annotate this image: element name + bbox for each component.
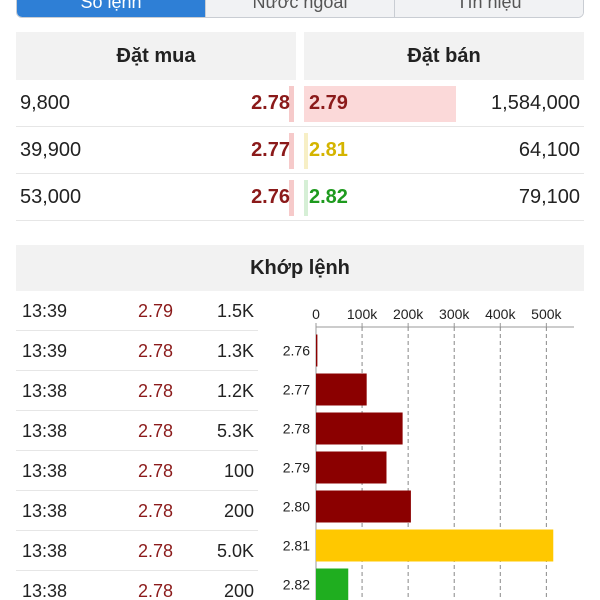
trade-row: 13:39 2.78 1.3K [16,331,258,371]
order-book-row: 9,800 2.78 2.79 1,584,000 [16,80,584,127]
volume-bar [316,451,387,484]
ask-price: 2.81 [309,139,348,161]
trade-row: 13:38 2.78 5.0K [16,531,258,571]
trade-row: 13:39 2.79 1.5K [16,291,258,331]
trade-price: 2.78 [138,421,174,441]
bid-volume: 53,000 [20,186,82,208]
y-tick-label: 2.77 [283,382,310,398]
trade-row: 13:38 2.78 200 [16,491,258,531]
trade-time: 13:39 [22,341,68,361]
y-tick-label: 2.78 [283,421,310,437]
trade-row: 13:38 2.78 1.2K [16,371,258,411]
ask-price: 2.82 [309,186,348,208]
x-tick-label: 500k [531,306,562,322]
trade-volume: 200 [223,581,254,600]
volume-by-price-chart: 0 100k 200k 300k 400k 500k 2.76 2.77 2.78 2.79 2.8… [283,306,574,600]
trade-volume: 1.3K [216,341,254,361]
tab-order-book[interactable]: Sổ lệnh [17,0,206,17]
trade-time: 13:38 [22,461,68,481]
x-tick-label: 200k [393,306,424,322]
order-book-row: 53,000 2.76 2.82 79,100 [16,174,584,221]
x-tick-label: 0 [312,306,320,322]
bid-price: 2.76 [251,186,290,208]
trade-price: 2.78 [138,341,174,361]
bid-price: 2.77 [251,139,290,161]
trade-time: 13:38 [22,501,68,521]
trade-price: 2.78 [138,501,174,521]
y-tick-label: 2.76 [283,343,310,359]
bid-volume-bar [289,133,294,169]
trade-row: 13:38 2.78 5.3K [16,411,258,451]
bid-volume-bar [289,86,294,122]
ask-volume: 64,100 [518,139,580,161]
bid-volume-bar [289,180,294,216]
y-tick-label: 2.82 [283,577,310,593]
trade-time: 13:38 [22,421,68,441]
x-tick-label: 300k [439,306,470,322]
y-tick-label: 2.80 [283,499,310,515]
tab-signals[interactable]: Tín hiệu [395,0,583,17]
y-tick-label: 2.81 [283,538,310,554]
trade-time: 13:38 [22,381,68,401]
ask-volume: 79,100 [518,186,580,208]
matched-orders: Khớp lệnh 13:39 2.79 1.5K 13:39 2.78 1.3… [16,245,584,600]
volume-bar [316,529,554,562]
trade-row: 13:38 2.78 100 [16,451,258,491]
trade-volume: 5.3K [216,421,254,441]
tab-foreign[interactable]: Nước ngoài [206,0,395,17]
ask-volume-bar [304,180,308,216]
ask-volume-bar [304,86,456,122]
volume-bar [316,490,411,523]
y-tick-label: 2.79 [283,460,310,476]
trade-time: 13:38 [22,581,68,600]
volume-bar [316,334,318,367]
trade-volume: 1.2K [216,381,254,401]
matched-orders-title: Khớp lệnh [16,245,584,291]
tab-bar: Sổ lệnh Nước ngoài Tín hiệu [16,0,584,18]
ask-price: 2.79 [309,92,348,114]
trade-price: 2.79 [138,301,174,321]
trade-volume: 200 [223,501,254,521]
order-book-row: 39,900 2.77 2.81 64,100 [16,127,584,174]
x-tick-label: 100k [347,306,378,322]
trade-row: 13:38 2.78 200 [16,571,258,600]
trade-time: 13:38 [22,541,68,561]
ask-volume: 1,584,000 [491,92,580,114]
trade-price: 2.78 [138,541,174,561]
trade-price: 2.78 [138,581,174,600]
bid-header: Đặt mua [16,32,296,80]
bid-volume: 39,900 [20,139,82,161]
volume-bar [316,412,403,445]
order-book: Đặt mua Đặt bán 9,800 2.78 2.79 1,584,00… [16,32,584,221]
trade-price: 2.78 [138,381,174,401]
trade-list: 13:39 2.79 1.5K 13:39 2.78 1.3K 13:38 2.… [16,291,258,600]
trade-volume: 1.5K [216,301,254,321]
bid-price: 2.78 [251,92,290,114]
volume-bar [316,373,367,406]
volume-bar [316,568,349,600]
trade-volume: 100 [223,461,254,481]
trade-price: 2.78 [138,461,174,481]
trade-volume: 5.0K [216,541,254,561]
ask-header: Đặt bán [304,32,584,80]
x-tick-label: 400k [485,306,516,322]
trade-time: 13:39 [22,301,68,321]
bid-volume: 9,800 [20,92,71,114]
ask-volume-bar [304,133,308,169]
